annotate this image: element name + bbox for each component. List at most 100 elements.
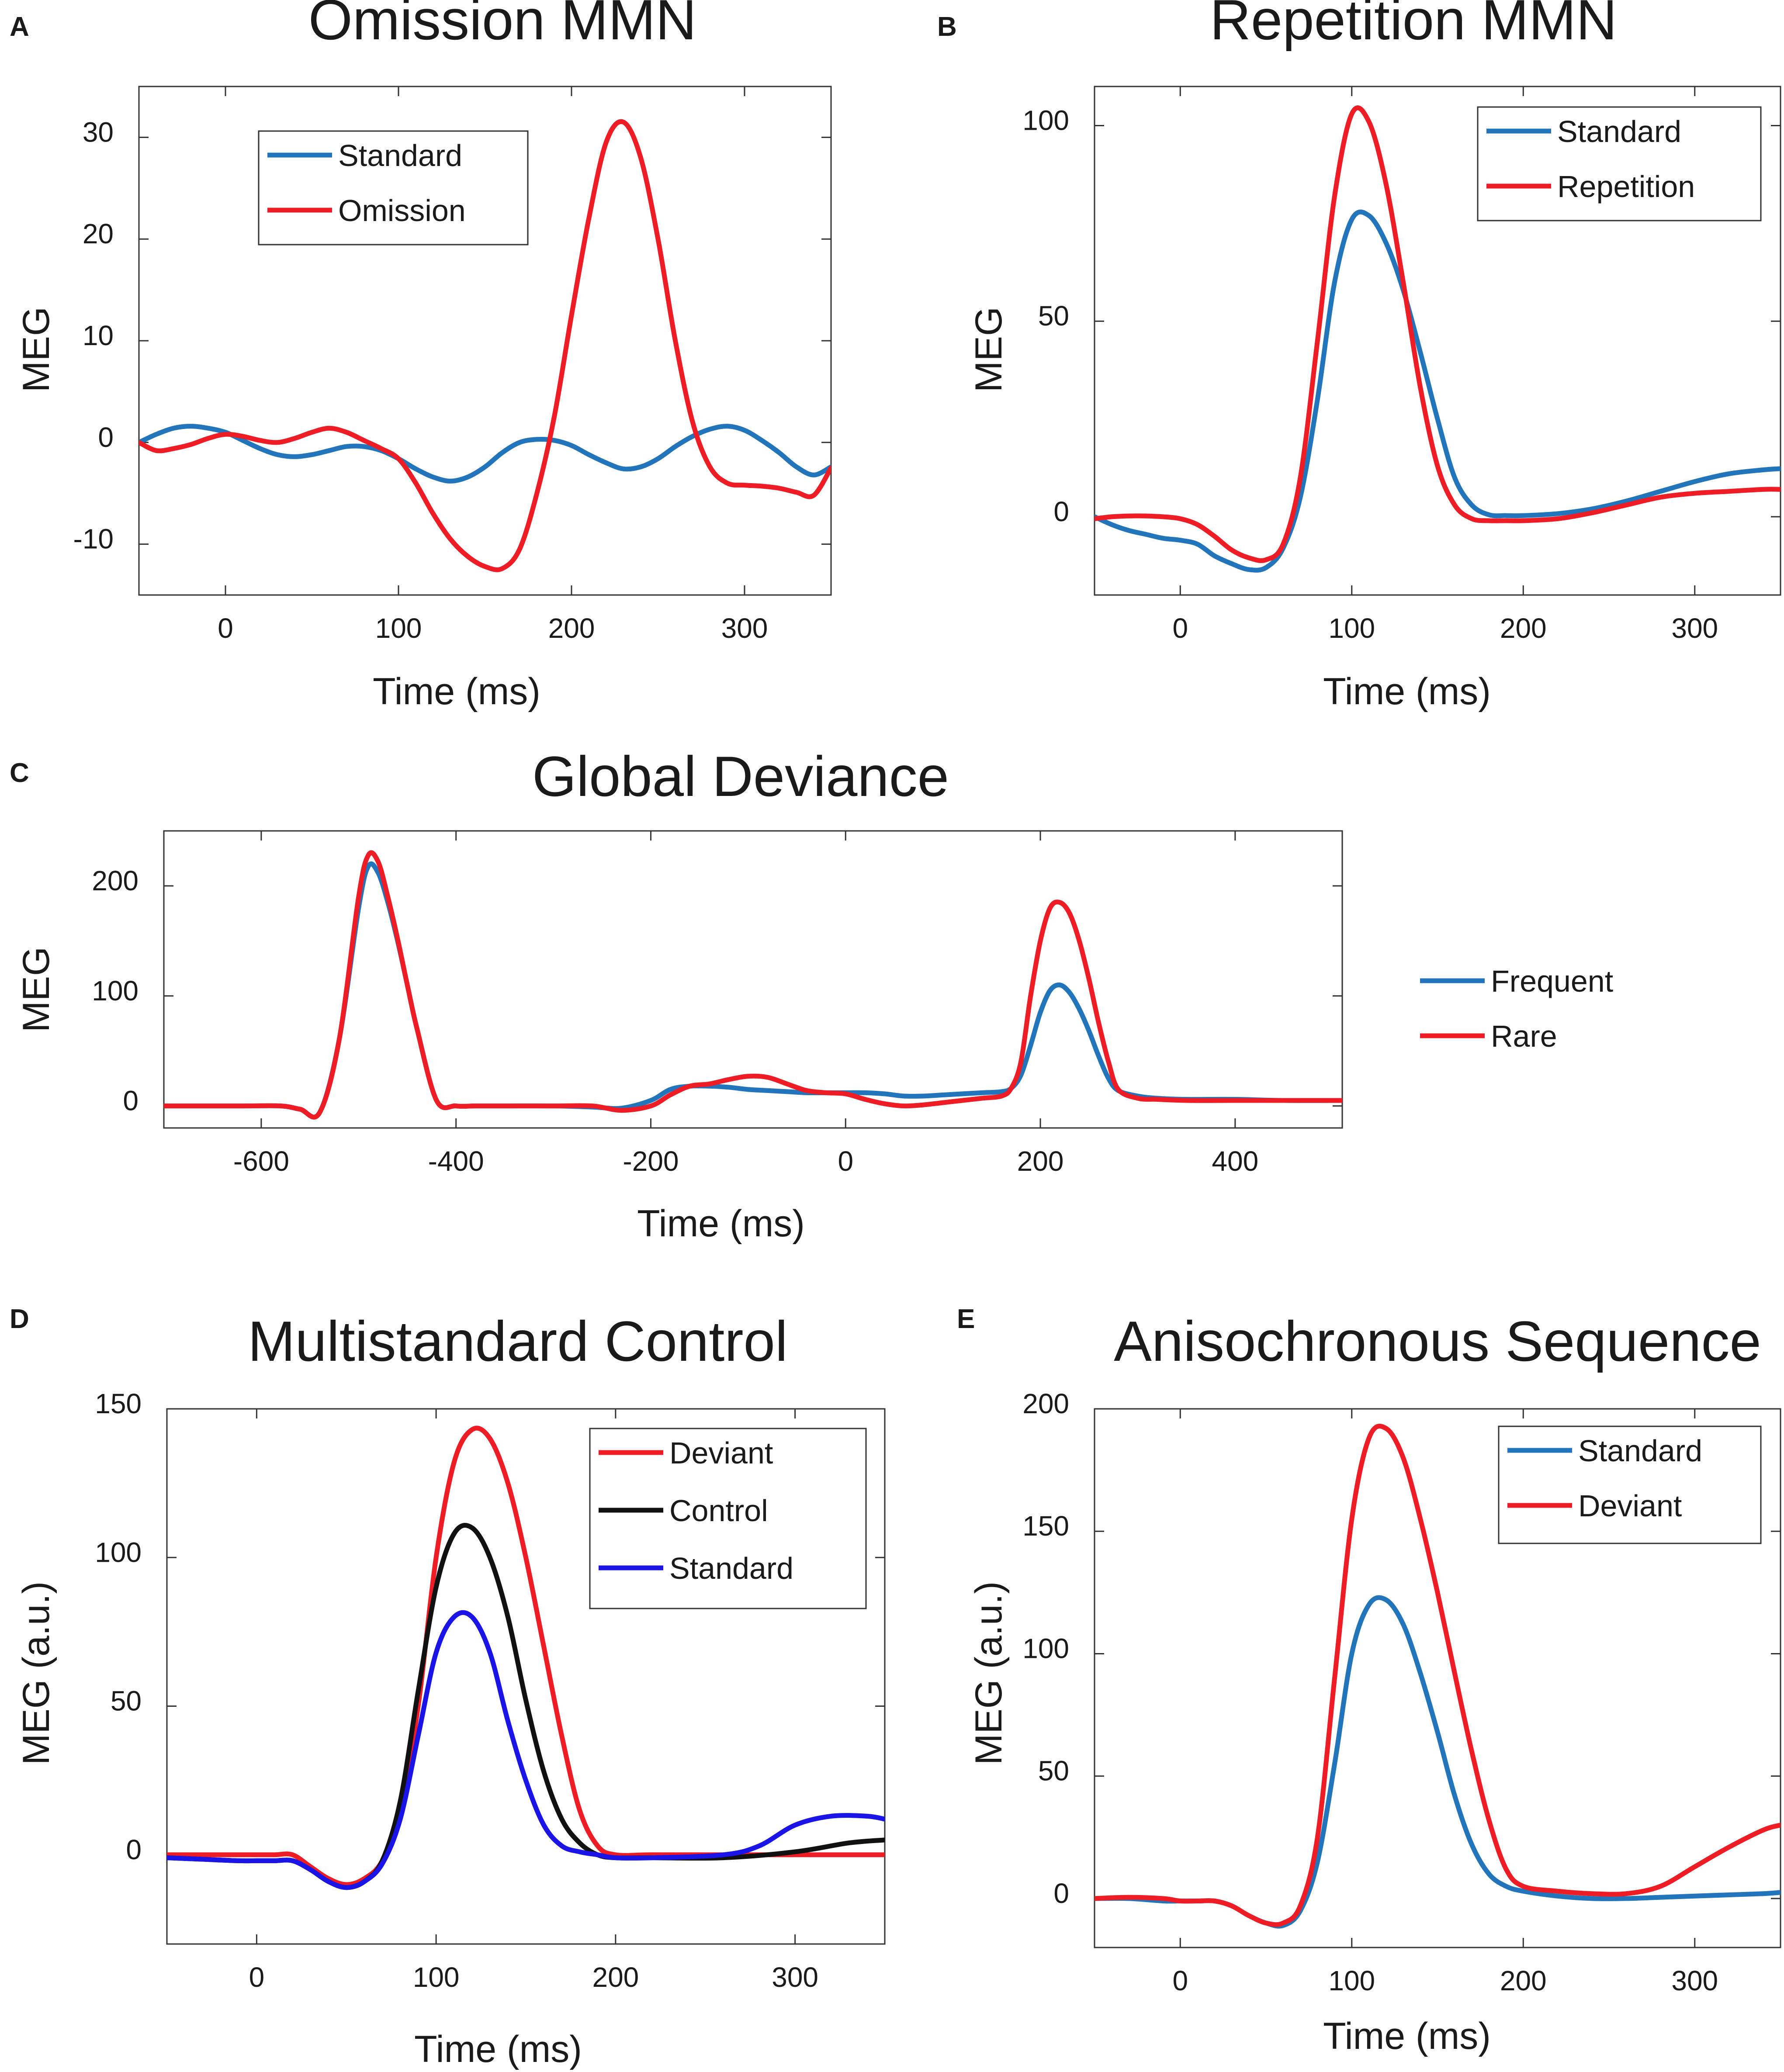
legend-box: [1477, 106, 1762, 221]
plot-frame: [163, 830, 1343, 1129]
x-tick-label: 400: [1212, 1145, 1258, 1177]
plot-frame: [166, 1408, 886, 1945]
legend: Standard Deviant: [1498, 1425, 1762, 1544]
legend-entry-standard: Standard: [1557, 114, 1681, 149]
y-tick-label: 0: [1053, 1878, 1069, 1909]
x-tick-label: 100: [375, 612, 422, 644]
chart-panel-e: E Anisochronous Sequence 0 100 200 300 0 50 100 1…: [957, 1304, 1781, 2057]
x-axis-label: Time (ms): [414, 2028, 582, 2070]
panel-label: E: [957, 1304, 975, 1334]
series-line-standard: [139, 424, 831, 484]
y-tick-label: 0: [123, 1085, 139, 1117]
x-axis-label: Time (ms): [637, 1203, 805, 1245]
panel-label: A: [10, 12, 29, 42]
legend-entry-deviant: Deviant: [669, 1436, 773, 1470]
x-tick-label: 300: [721, 612, 768, 644]
series-line-repetition: [1095, 105, 1781, 563]
x-tick-label: -400: [428, 1145, 484, 1177]
y-tick-label: 50: [1038, 1755, 1069, 1787]
y-tick-label: 0: [126, 1834, 142, 1865]
x-tick-label: 300: [1671, 612, 1718, 644]
y-tick-label: 150: [1022, 1510, 1069, 1542]
x-tick-label: 300: [772, 1961, 818, 1993]
y-tick-label: -10: [73, 523, 114, 555]
y-axis-label: MEG: [15, 947, 57, 1032]
chart-title: Repetition MMN: [1210, 0, 1617, 52]
x-axis-label: Time (ms): [373, 671, 540, 713]
y-tick-label: 10: [83, 320, 114, 351]
series-line-deviant: [1095, 1424, 1781, 1927]
y-tick-label: 100: [1022, 105, 1069, 136]
chart-title: Omission MMN: [308, 0, 696, 52]
x-tick-label: 200: [1017, 1145, 1064, 1177]
x-tick-label: 100: [1328, 612, 1375, 644]
y-tick-label: 50: [1038, 300, 1069, 332]
legend: Standard Omission: [258, 130, 529, 246]
x-tick-label: 200: [592, 1961, 639, 1993]
series-line-standard: [167, 1610, 885, 1890]
chart-title: Global Deviance: [532, 744, 949, 808]
x-tick-label: 0: [218, 612, 233, 644]
y-tick-label: 30: [83, 116, 114, 148]
series-line-deviant: [167, 1425, 885, 1887]
y-axis-label: MEG (a.u.): [968, 1581, 1010, 1765]
series-line-rare: [164, 850, 1342, 1120]
legend-box: [258, 130, 529, 246]
x-tick-label: 200: [1500, 612, 1547, 644]
chart-panel-d: D Multistandard Control 0 100 200 300 0 50 100 15…: [10, 1304, 886, 2070]
y-tick-label: 0: [98, 422, 114, 453]
plot-frame: [1094, 1408, 1781, 1948]
y-tick-label: 100: [92, 975, 139, 1007]
legend: Standard Repetition: [1477, 106, 1762, 221]
panel-label: D: [10, 1304, 29, 1334]
y-axis-label: MEG: [15, 307, 57, 392]
chart-panel-a: A Omission MMN 0 100 200 300 -10 0 10 20 30 Time (m…: [10, 0, 832, 713]
y-tick-label: 50: [111, 1685, 142, 1717]
x-tick-label: 200: [548, 612, 595, 644]
legend-entry-omission: Omission: [338, 194, 466, 228]
plot-frame: [1094, 86, 1781, 596]
legend-entry-rare: Rare: [1491, 1019, 1557, 1053]
x-tick-label: 200: [1500, 1965, 1547, 1996]
legend-box: [589, 1428, 867, 1609]
legend: Deviant Control Standard: [589, 1428, 867, 1609]
legend-entry-standard: Standard: [669, 1551, 793, 1585]
x-tick-label: 0: [249, 1961, 265, 1993]
legend-entry-deviant: Deviant: [1578, 1489, 1682, 1523]
y-tick-label: 200: [92, 865, 139, 896]
chart-panel-b: B Repetition MMN 0 100 200 300 0 50 100 Time (ms)…: [937, 0, 1781, 713]
panel-label: B: [937, 12, 957, 42]
x-tick-label: -600: [233, 1145, 289, 1177]
y-tick-label: 0: [1053, 496, 1069, 527]
series-line-frequent: [164, 861, 1342, 1120]
y-axis-label: MEG (a.u.): [15, 1581, 57, 1765]
panel-label: C: [10, 758, 29, 788]
y-tick-label: 100: [1022, 1633, 1069, 1664]
legend-box: [1498, 1425, 1762, 1544]
x-tick-label: 0: [838, 1145, 853, 1177]
legend: Frequent Rare: [1420, 964, 1613, 1053]
x-tick-label: 100: [413, 1961, 460, 1993]
legend-entry-standard: Standard: [1578, 1434, 1702, 1468]
chart-title: Multistandard Control: [248, 1309, 788, 1373]
x-tick-label: -200: [623, 1145, 679, 1177]
legend-entry-control: Control: [669, 1494, 768, 1528]
y-tick-label: 100: [95, 1536, 142, 1568]
series-line-omission: [139, 119, 831, 572]
x-tick-label: 0: [1172, 612, 1188, 644]
legend-entry-repetition: Repetition: [1557, 169, 1695, 204]
y-tick-label: 150: [95, 1388, 142, 1419]
y-axis-label: MEG: [968, 307, 1010, 392]
x-tick-label: 100: [1328, 1965, 1375, 1996]
legend-entry-frequent: Frequent: [1491, 964, 1613, 998]
x-tick-label: 0: [1172, 1965, 1188, 1996]
y-tick-label: 200: [1022, 1388, 1069, 1419]
legend-entry-standard: Standard: [338, 138, 462, 173]
x-axis-label: Time (ms): [1323, 671, 1491, 713]
y-tick-label: 20: [83, 218, 114, 249]
series-line-standard: [1095, 209, 1781, 573]
x-axis-label: Time (ms): [1323, 2015, 1491, 2057]
chart-title: Anisochronous Sequence: [1114, 1309, 1761, 1373]
x-tick-label: 300: [1671, 1965, 1718, 1996]
